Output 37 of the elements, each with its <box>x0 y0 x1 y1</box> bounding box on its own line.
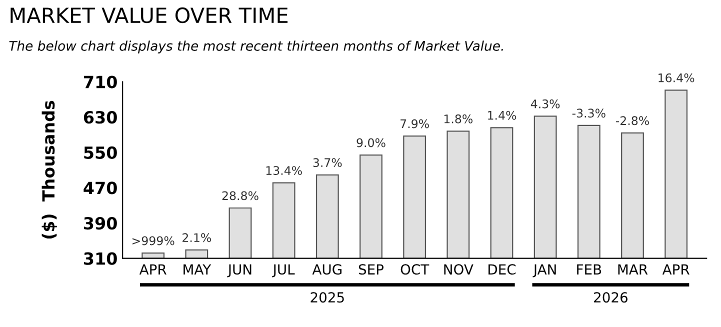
annotation: 9.0% <box>356 138 386 148</box>
annotation: -2.8% <box>616 116 649 126</box>
annotation: -3.3% <box>572 108 606 118</box>
chart-subtitle: The below chart displays the most recent thirteen months of Market Value. <box>9 40 503 54</box>
annotation: 2.1% <box>182 233 212 242</box>
y-tick-label: 310 <box>84 252 117 265</box>
x-tick-label: FEB <box>577 264 602 274</box>
annotation: 3.7% <box>313 158 342 168</box>
x-tick-label: NOV <box>444 264 474 275</box>
annotation: 13.4% <box>266 166 302 175</box>
x-tick-label: MAY <box>184 264 212 274</box>
x-tick-label: JUN <box>227 264 252 278</box>
y-tick-label: 470 <box>84 182 117 194</box>
chart-title: MARKET VALUE OVER TIME <box>10 7 288 24</box>
x-tick-label: DEC <box>488 264 516 275</box>
annotation: 4.3% <box>530 99 560 108</box>
y-axis-title: ($) Thousands <box>42 100 57 239</box>
y-tick-label: 630 <box>84 111 117 124</box>
annotation: 28.8% <box>222 191 258 200</box>
y-tick-label: 710 <box>84 76 117 88</box>
x-tick-label: OCT <box>400 264 430 275</box>
y-tick-label: 390 <box>84 216 117 230</box>
annotation: 1.4% <box>488 110 516 120</box>
annotation: 7.9% <box>400 119 429 128</box>
text: 2025 <box>310 292 344 303</box>
x-tick-label: AUG <box>312 264 342 275</box>
annotation: 1.8% <box>444 114 473 124</box>
x-tick-label: MAR <box>618 264 648 274</box>
text: 2026 <box>594 292 628 303</box>
y-tick-label: 550 <box>84 146 117 159</box>
annotation: >999% <box>132 236 174 246</box>
annotation: 16.4% <box>658 73 694 82</box>
x-tick-label: JAN <box>532 264 556 278</box>
x-tick-label: SEP <box>358 264 384 275</box>
x-tick-label: JUL <box>272 264 295 278</box>
x-tick-label: APR <box>139 264 166 274</box>
x-tick-label: APR <box>662 264 690 274</box>
